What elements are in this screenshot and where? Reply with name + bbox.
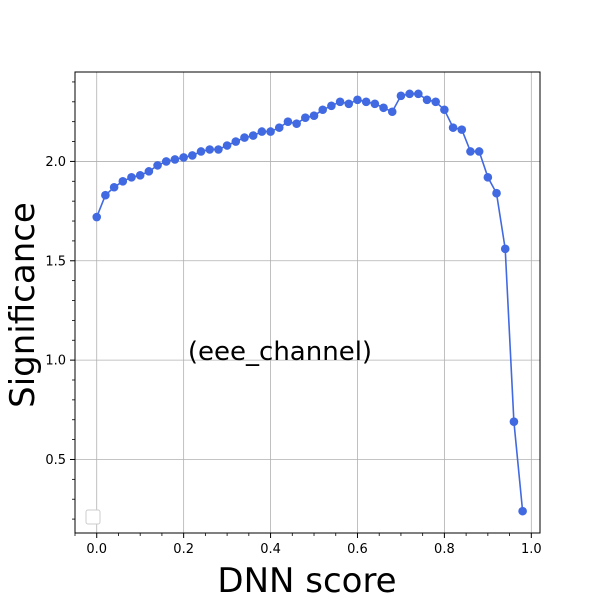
data-point — [292, 119, 301, 128]
grid-lines — [75, 72, 540, 533]
data-point — [483, 173, 493, 182]
data-point — [127, 173, 136, 182]
data-point — [309, 111, 319, 121]
data-point — [327, 101, 336, 111]
data-point — [387, 107, 397, 117]
plot-frame — [74, 71, 541, 534]
data-point — [396, 91, 406, 101]
data-point — [266, 127, 275, 136]
data-point — [509, 417, 519, 427]
data-point — [440, 105, 449, 115]
data-point — [457, 125, 467, 134]
data-point — [240, 133, 249, 142]
data-point — [335, 97, 345, 107]
data-point — [135, 171, 145, 180]
data-point — [101, 190, 110, 200]
data-point — [379, 103, 388, 113]
channel-annotation: (eee_channel) — [188, 337, 372, 367]
data-point — [361, 97, 371, 107]
y-tick-label: 0.5 — [45, 453, 66, 468]
data-point — [492, 188, 501, 198]
data-point — [414, 89, 423, 99]
y-tick-label: 1.0 — [45, 354, 66, 369]
data-point — [431, 97, 441, 107]
data-point — [188, 151, 197, 160]
y-tick-label: 1.5 — [45, 254, 66, 269]
legend-box — [85, 509, 101, 525]
x-axis-label: DNN score — [217, 561, 396, 600]
data-point — [248, 131, 258, 140]
data-point — [118, 176, 128, 186]
data-point — [153, 161, 162, 170]
data-point — [370, 99, 380, 109]
data-point — [448, 123, 458, 132]
data-point — [301, 113, 310, 123]
y-axis-label: Significance — [3, 202, 43, 408]
data-point — [318, 105, 328, 115]
data-point — [170, 155, 180, 164]
data-point — [283, 117, 293, 126]
data-point — [466, 147, 475, 156]
data-point — [222, 141, 232, 150]
data-point — [405, 89, 414, 99]
data-point — [196, 147, 206, 156]
x-tick-label: 0.8 — [434, 542, 455, 557]
axis-ticks: 0.0 0.2 0.4 0.6 0.8 1.0 0.5 1.0 1.5 2.0 — [45, 81, 542, 557]
data-point — [274, 123, 284, 132]
x-tick-label: 0.4 — [260, 542, 281, 557]
x-tick-label: 1.0 — [521, 542, 542, 557]
x-tick-label: 0.2 — [173, 542, 194, 557]
x-tick-label: 0.6 — [347, 542, 368, 557]
data-point — [518, 506, 527, 516]
data-point — [344, 99, 354, 109]
data-point — [214, 145, 223, 154]
data-point — [109, 182, 119, 192]
data-point — [500, 244, 510, 254]
data-point — [474, 147, 484, 156]
data-point — [179, 153, 188, 162]
data-point — [422, 95, 432, 105]
data-point — [161, 157, 171, 166]
data-point — [144, 167, 154, 176]
x-tick-label: 0.0 — [86, 542, 107, 557]
y-tick-label: 2.0 — [45, 155, 66, 170]
data-point — [257, 127, 267, 136]
data-point — [231, 137, 241, 146]
data-point — [353, 95, 362, 105]
data-point — [205, 145, 215, 154]
series-line-group — [92, 89, 527, 516]
data-point — [92, 212, 102, 222]
